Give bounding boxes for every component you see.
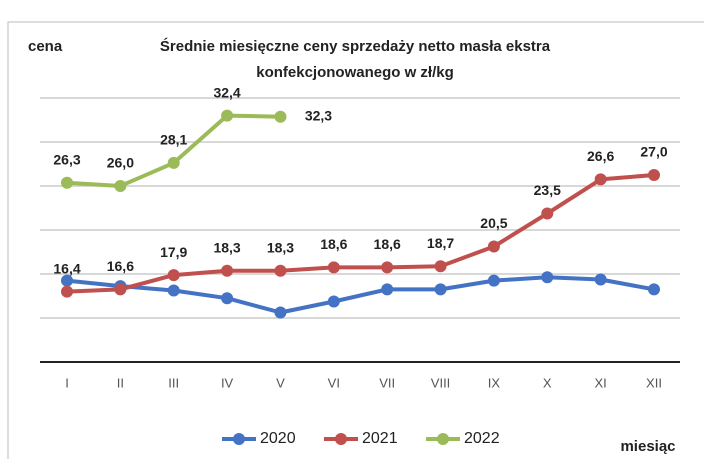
data-point	[274, 306, 287, 319]
data-point	[61, 274, 73, 287]
data-label: 32,3	[305, 107, 332, 123]
data-point	[61, 176, 73, 189]
x-tick-label: I	[65, 375, 69, 390]
x-tick-label: II	[117, 375, 124, 390]
data-label: 26,6	[587, 148, 614, 164]
data-label: 18,3	[267, 239, 294, 255]
data-point	[221, 264, 234, 277]
legend-marker	[437, 433, 449, 445]
x-tick-label: III	[168, 375, 179, 390]
legend-label: 2022	[464, 430, 500, 447]
data-label: 20,5	[480, 215, 507, 231]
data-label: 16,4	[53, 260, 80, 276]
data-point	[541, 207, 554, 220]
data-point	[114, 180, 127, 192]
data-point	[541, 271, 554, 284]
data-point	[648, 169, 660, 181]
data-point	[434, 260, 447, 273]
data-point	[274, 110, 287, 123]
data-label: 18,6	[320, 236, 347, 252]
data-point	[434, 283, 447, 296]
x-tick-label: VII	[379, 375, 395, 390]
data-point	[327, 261, 340, 274]
x-tick-label: X	[543, 375, 552, 390]
x-tick-label: XI	[594, 375, 606, 390]
x-tick-label: V	[276, 375, 285, 390]
x-tick-label: VI	[328, 375, 340, 390]
x-tick-label: IV	[221, 375, 234, 390]
data-point	[61, 285, 73, 298]
data-label: 18,6	[374, 236, 401, 252]
y-axis-label: cena	[28, 38, 63, 55]
data-point	[167, 284, 180, 297]
data-point	[381, 261, 394, 274]
data-point	[167, 156, 180, 169]
data-label: 18,3	[213, 239, 240, 255]
series-line	[66, 275, 655, 315]
data-label: 27,0	[640, 144, 667, 160]
data-label: 26,0	[107, 155, 134, 171]
data-point	[221, 109, 234, 122]
legend-label: 2021	[362, 430, 398, 447]
data-point	[167, 269, 180, 282]
data-label: 26,3	[53, 151, 80, 167]
data-point	[487, 274, 500, 287]
chart-subtitle: konfekcjonowanego w zł/kg	[256, 64, 454, 81]
data-label: 17,9	[160, 244, 187, 260]
x-tick-label: VIII	[431, 375, 451, 390]
series-line	[66, 173, 655, 294]
data-point	[594, 173, 607, 186]
data-point	[114, 283, 127, 296]
legend-marker	[335, 433, 347, 445]
x-tick-label: IX	[488, 375, 501, 390]
data-point	[594, 273, 607, 286]
data-point	[274, 264, 287, 277]
data-label: 16,6	[107, 258, 134, 274]
data-label: 32,4	[213, 84, 240, 100]
data-point	[381, 283, 394, 296]
data-point	[487, 240, 500, 253]
legend-marker	[233, 433, 245, 445]
data-point	[221, 292, 234, 305]
x-tick-label: XII	[646, 375, 662, 390]
data-label: 28,1	[160, 132, 187, 148]
data-point	[648, 283, 660, 296]
frame	[7, 21, 704, 463]
data-label: 23,5	[534, 182, 561, 198]
chart-title: Średnie miesięczne ceny sprzedaży netto …	[160, 37, 551, 55]
data-point	[327, 295, 340, 308]
legend-label: 2020	[260, 430, 296, 447]
data-label: 18,7	[427, 235, 454, 251]
x-axis-label: miesiąc	[620, 438, 675, 455]
